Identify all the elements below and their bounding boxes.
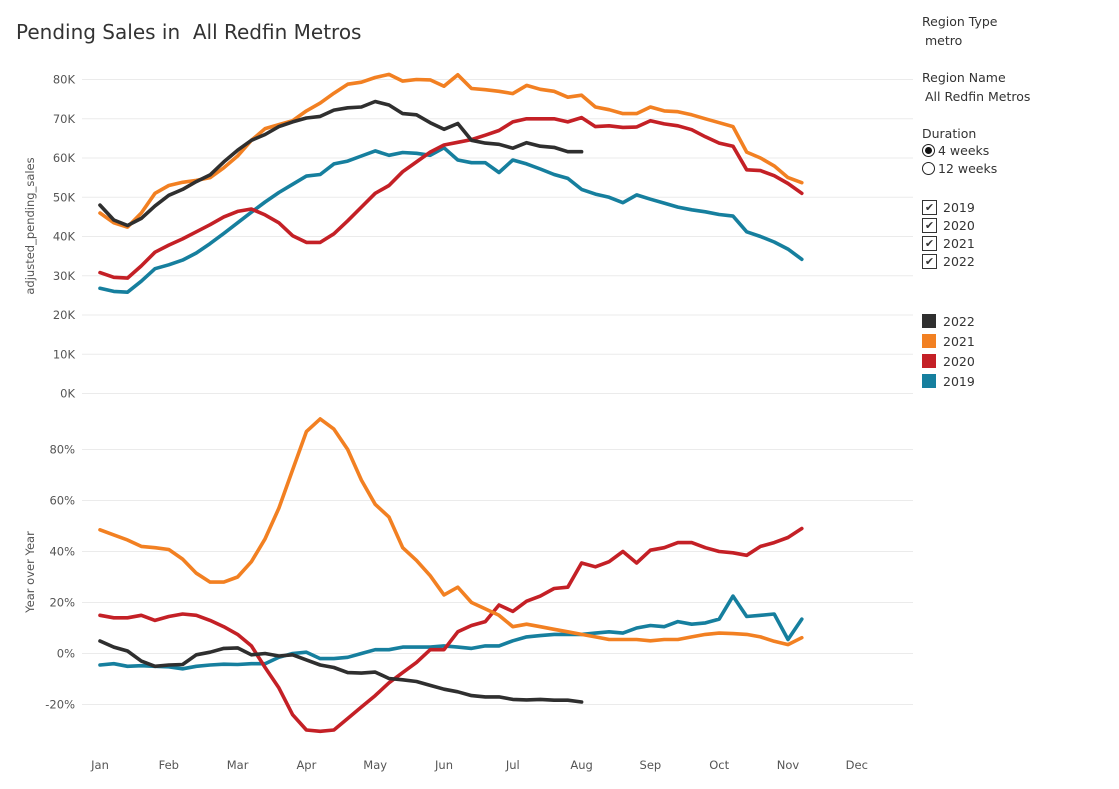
bottom-y-tick-label: 40%	[49, 545, 75, 559]
radio-selected-icon[interactable]	[922, 143, 935, 157]
year-filter: ✔ 2019 ✔ 2020 ✔ 2021 ✔ 2022	[922, 198, 975, 270]
legend: 2022 2021 2020 2019	[922, 311, 975, 391]
duration-label: Duration	[922, 126, 977, 141]
year-checkbox-2020[interactable]: ✔ 2020	[922, 216, 975, 234]
bottom-series-line-2019	[98, 594, 804, 671]
legend-item-2022[interactable]: 2022	[922, 311, 975, 331]
legend-item-2020[interactable]: 2020	[922, 351, 975, 371]
checkbox-checked-icon[interactable]: ✔	[922, 235, 937, 251]
duration-option-4-weeks[interactable]: 4 weeks	[922, 141, 997, 159]
duration-option-label: 12 weeks	[938, 160, 998, 176]
checkbox-checked-icon[interactable]: ✔	[922, 253, 937, 269]
chart-title: Pending Sales in All Redfin Metros	[16, 20, 362, 44]
x-tick-label: May	[363, 758, 387, 772]
x-tick-label: Jun	[434, 758, 453, 772]
top-y-tick-label: 60K	[53, 151, 76, 165]
x-tick-label: Mar	[227, 758, 249, 772]
charts-svg: 0K 10K 20K 30K 40K 50K 60K 70K 80K adjusted_pendi…	[23, 72, 913, 772]
legend-swatch	[922, 374, 936, 388]
legend-label: 2020	[943, 353, 975, 369]
top-y-tick-label: 70K	[53, 112, 76, 126]
bottom-y-tick-label: 20%	[49, 596, 75, 610]
x-tick-label: Dec	[846, 758, 868, 772]
bottom-y-tick-label: 60%	[49, 494, 75, 508]
year-checkbox-label: 2022	[943, 253, 975, 269]
radio-unselected-icon[interactable]	[922, 161, 935, 175]
checkbox-checked-icon[interactable]: ✔	[922, 217, 937, 233]
legend-item-2021[interactable]: 2021	[922, 331, 975, 351]
legend-label: 2019	[943, 373, 975, 389]
region-name-filter[interactable]: Region Name All Redfin Metros	[922, 70, 1030, 104]
duration-filter: Duration 4 weeks 12 weeks	[922, 126, 997, 177]
year-checkbox-label: 2019	[943, 199, 975, 215]
year-checkbox-2021[interactable]: ✔ 2021	[922, 234, 975, 252]
top-series-line-2021	[98, 72, 804, 229]
top-series-line-2020	[98, 115, 804, 280]
legend-label: 2021	[943, 333, 975, 349]
duration-option-label: 4 weeks	[938, 142, 990, 158]
year-checkbox-2019[interactable]: ✔ 2019	[922, 198, 975, 216]
x-tick-label: Apr	[296, 758, 316, 772]
bottom-y-tick-label: 80%	[49, 443, 75, 457]
legend-label: 2022	[943, 313, 975, 329]
region-name-label: Region Name	[922, 70, 1006, 85]
bottom-series-line-2021	[98, 417, 804, 647]
checkbox-checked-icon[interactable]: ✔	[922, 199, 937, 215]
x-tick-label: Jan	[90, 758, 109, 772]
top-y-tick-label: 80K	[53, 73, 76, 87]
top-series-line-2019	[98, 146, 804, 294]
x-tick-label: Feb	[159, 758, 179, 772]
top-y-tick-label: 50K	[53, 190, 76, 204]
legend-swatch	[922, 334, 936, 348]
legend-item-2019[interactable]: 2019	[922, 371, 975, 391]
region-type-filter[interactable]: Region Type metro	[922, 14, 997, 48]
top-y-tick-label: 10K	[53, 347, 76, 361]
legend-swatch	[922, 314, 936, 328]
year-checkbox-2022[interactable]: ✔ 2022	[922, 252, 975, 270]
top-series-line-2022	[98, 99, 584, 228]
top-y-tick-label: 0K	[60, 387, 75, 401]
x-tick-label: Jul	[505, 758, 520, 772]
x-tick-label: Aug	[570, 758, 592, 772]
region-name-value[interactable]: All Redfin Metros	[925, 89, 1031, 104]
top-y-tick-label: 20K	[53, 308, 76, 322]
top-y-tick-label: 40K	[53, 230, 76, 244]
bottom-series-line-2022	[98, 639, 584, 704]
top-y-axis-title: adjusted_pending_sales	[23, 157, 37, 294]
region-type-label: Region Type	[922, 14, 998, 29]
year-checkbox-label: 2020	[943, 217, 975, 233]
x-tick-label: Sep	[640, 758, 662, 772]
region-type-value[interactable]: metro	[925, 33, 963, 48]
bottom-series-line-2020	[98, 526, 804, 734]
bottom-y-tick-label: 0%	[57, 647, 75, 661]
year-checkbox-label: 2021	[943, 235, 975, 251]
legend-swatch	[922, 354, 936, 368]
top-y-tick-label: 30K	[53, 269, 76, 283]
bottom-y-tick-label: -20%	[45, 698, 75, 712]
duration-option-12-weeks[interactable]: 12 weeks	[922, 159, 997, 177]
bottom-y-axis-title: Year over Year	[23, 531, 37, 614]
x-tick-label: Oct	[709, 758, 729, 772]
x-tick-label: Nov	[777, 758, 800, 772]
